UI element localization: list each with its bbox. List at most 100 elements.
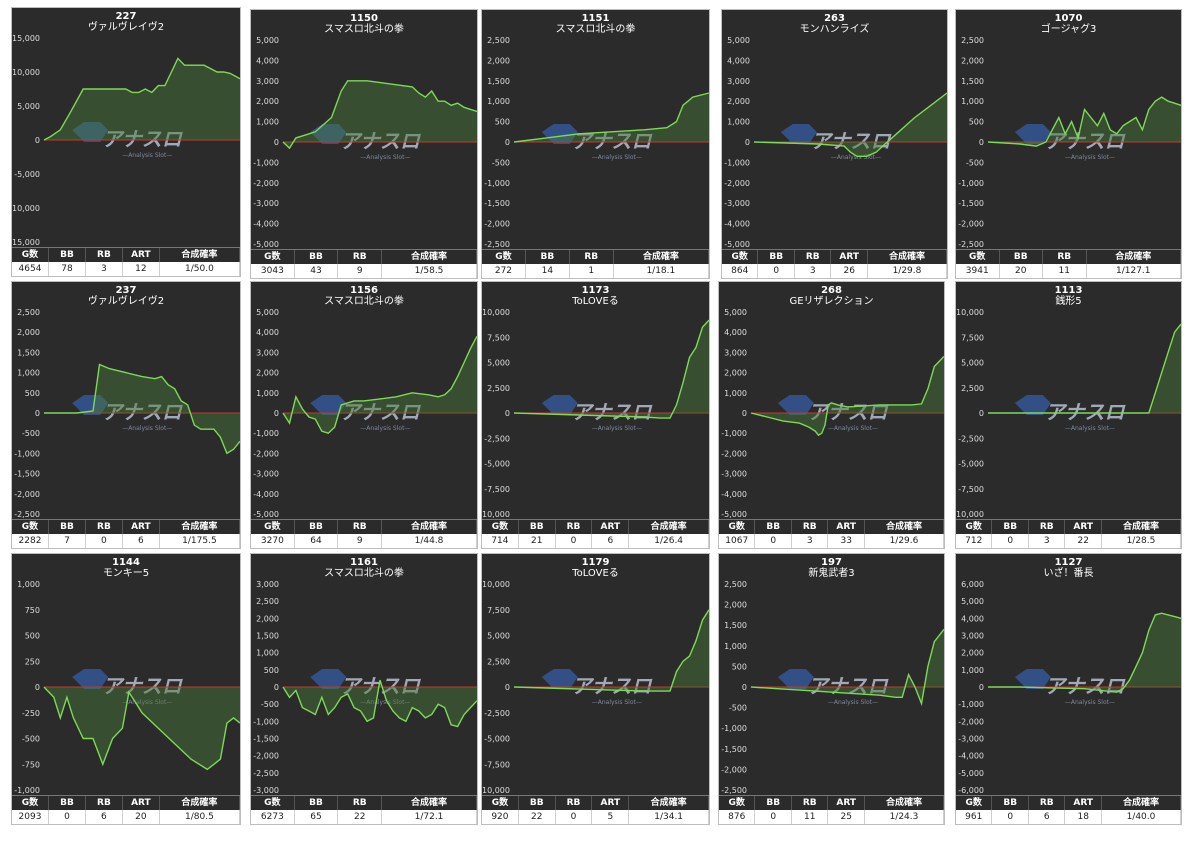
y-tick-label: 1,500 [487, 77, 510, 86]
stats-header-bb: BB [49, 796, 86, 810]
y-tick-label: 2,000 [724, 369, 747, 378]
machine-number: 1161 [350, 557, 378, 568]
slot-graph-panel[interactable]: -3,000 -2,500 -2,000 -1,500 -1,000 -500 0 500 1,… [250, 553, 478, 825]
stats-header-rb: RB [795, 250, 832, 264]
stats-header-art: ART [1065, 520, 1102, 534]
slot-graph-panel[interactable]: -5,000 -4,000 -3,000 -2,000 -1,000 0 1,000 2,00… [721, 9, 948, 279]
slump-chart: -2,500 -2,000 -1,500 -1,000 -500 0 500 1,000 1,5… [14, 308, 241, 519]
stats-value-row: 2093 0 6 20 1/80.5 [12, 810, 240, 824]
slot-graph-panel[interactable]: -15,000 -10,000 -5,000 0 5,000 10,000 15,000 アナ… [11, 7, 241, 277]
watermark-brand: アナスロ [808, 674, 890, 698]
stats-value-rb: 1 [570, 264, 614, 278]
y-tick-label: 2,500 [487, 36, 510, 45]
stats-value-rate: 1/24.3 [865, 810, 944, 824]
y-tick-label: 10,000 [12, 68, 40, 77]
y-tick-label: 4,000 [727, 56, 750, 65]
stats-header-rb: RB [1029, 796, 1066, 810]
machine-name: ヴァルヴレイヴ2 [87, 296, 165, 307]
series-line [987, 96, 1182, 147]
slot-graph-panel[interactable]: -10,000 -7,500 -5,000 -2,500 0 2,500 5,000 7,50… [481, 553, 710, 825]
series-line [44, 363, 241, 455]
slot-graph-panel[interactable]: -2,500 -2,000 -1,500 -1,000 -500 0 500 1,000 1,5… [718, 553, 945, 825]
y-tick-label: 5,000 [727, 36, 750, 45]
slot-graph-panel[interactable]: -2,500 -2,000 -1,500 -1,000 -500 0 500 1,000 1,5… [955, 9, 1182, 279]
stats-header-rb: RB [792, 520, 829, 534]
stats-header-rb: RB [338, 250, 383, 264]
machine-name: ToLOVEる [572, 296, 619, 307]
series-area [283, 336, 477, 434]
watermark-logo: アナスロ—Analysis Slot— [777, 395, 889, 432]
stats-header-art: ART [592, 520, 630, 534]
y-tick-label: 500 [495, 118, 510, 127]
stats-header-rb: RB [86, 520, 123, 534]
y-tick-label: 2,000 [487, 56, 510, 65]
slot-graph-panel[interactable]: -5,000 -4,000 -3,000 -2,000 -1,000 0 1,000 2,00… [718, 281, 945, 549]
watermark-emblem [1014, 124, 1051, 144]
y-tick-label: -1,000 [721, 429, 747, 438]
stats-header-g: G数 [482, 796, 519, 810]
slot-graph-panel[interactable]: -5,000 -4,000 -3,000 -2,000 -1,000 0 1,000 2,00… [250, 281, 478, 549]
y-tick-label: -10,000 [956, 510, 984, 519]
stats-header-rb: RB [86, 796, 123, 810]
stats-header-bb: BB [519, 796, 556, 810]
y-tick-label: 0 [274, 138, 279, 147]
slot-graph-panel[interactable]: -10,000 -7,500 -5,000 -2,500 0 2,500 5,000 7,50… [481, 281, 710, 549]
slot-graph-panel[interactable]: -2,500 -2,000 -1,500 -1,000 -500 0 500 1,000 1,5… [481, 9, 710, 279]
stats-header-rate: 合成確率 [865, 520, 944, 534]
stats-value-rb: 9 [338, 264, 383, 278]
stats-header-row: G数 BB RB ART 合成確率 [482, 520, 710, 534]
y-tick-label: -2,000 [253, 179, 279, 188]
y-tick-label: -10,000 [482, 786, 510, 795]
stats-value-g: 3941 [956, 264, 1000, 278]
y-tick-label: 0 [979, 683, 984, 692]
y-tick-label: -1,000 [253, 429, 279, 438]
y-tick-label: -500 [729, 704, 747, 713]
watermark-logo: アナスロ—Analysis Slot— [72, 395, 184, 432]
stats-value-rb: 6 [1029, 810, 1066, 824]
machine-name: ToLOVEる [572, 568, 619, 579]
stats-value-rb: 3 [795, 264, 832, 278]
watermark-emblem [1014, 669, 1051, 689]
y-tick-label: 1,000 [961, 97, 984, 106]
stats-value-art: 1/72.1 [382, 810, 477, 824]
stats-header-rb: RB [792, 796, 829, 810]
slot-graph-panel[interactable]: -5,000 -4,000 -3,000 -2,000 -1,000 0 1,000 2,00… [250, 9, 478, 279]
machine-number: 1127 [1054, 557, 1083, 568]
slot-graph-panel[interactable]: -10,000 -7,500 -5,000 -2,500 0 2,500 5,000 7,50… [955, 281, 1182, 549]
slot-graph-panel[interactable]: -2,500 -2,000 -1,500 -1,000 -500 0 500 1,000 1,5… [11, 281, 241, 549]
stats-table: G数 BB RB ART 合成確率 876 0 11 25 1/24.3 [719, 795, 944, 824]
slot-graph-panel[interactable]: -1,000 -750 -500 -250 0 250 500 750 1,000 アナスロ —An… [11, 553, 241, 825]
y-tick-label: -2,000 [721, 765, 747, 774]
stats-header-g: G数 [719, 520, 756, 534]
stats-header-bb: BB [295, 796, 339, 810]
stats-value-rb: 11 [792, 810, 829, 824]
y-tick-label: -3,000 [253, 786, 279, 795]
watermark-emblem [541, 124, 578, 144]
watermark-tagline: —Analysis Slot— [122, 152, 172, 159]
y-tick-label: 2,500 [487, 657, 510, 666]
series-area [988, 97, 1181, 147]
machine-name: 新鬼武者3 [808, 568, 855, 579]
y-tick-label: 1,000 [256, 649, 279, 658]
watermark-tagline: —Analysis Slot— [592, 699, 642, 706]
y-tick-label: 0 [745, 138, 750, 147]
slot-graph-panel[interactable]: -6,000 -5,000 -4,000 -3,000 -2,000 -1,000 0 1,0… [955, 553, 1182, 825]
stats-header-bb: BB [992, 520, 1029, 534]
stats-header-row: G数 BB RB ART 合成確率 [482, 796, 710, 810]
watermark-tagline: —Analysis Slot— [831, 154, 881, 161]
y-tick-label: -2,500 [958, 240, 984, 249]
stats-value-art: 1/44.8 [382, 534, 477, 548]
stats-header-bb: BB [295, 250, 339, 264]
y-tick-label: 0 [274, 683, 279, 692]
stats-table: G数 BB RB ART 合成確率 1067 0 3 33 1/29.6 [719, 519, 944, 548]
y-tick-label: 1,000 [17, 369, 40, 378]
y-tick-label: -500 [22, 735, 40, 744]
y-tick-label: -2,000 [724, 179, 750, 188]
watermark-logo: アナスロ—Analysis Slot— [72, 122, 184, 159]
stats-value-art: 1/18.1 [614, 264, 710, 278]
stats-header-row: G数 BB RB ART 合成確率 [722, 250, 947, 264]
stats-value-art: 20 [123, 810, 160, 824]
y-tick-label: 0 [35, 683, 40, 692]
stats-value-row: 4654 78 3 12 1/50.0 [12, 262, 240, 276]
y-tick-label: 7,500 [487, 606, 510, 615]
